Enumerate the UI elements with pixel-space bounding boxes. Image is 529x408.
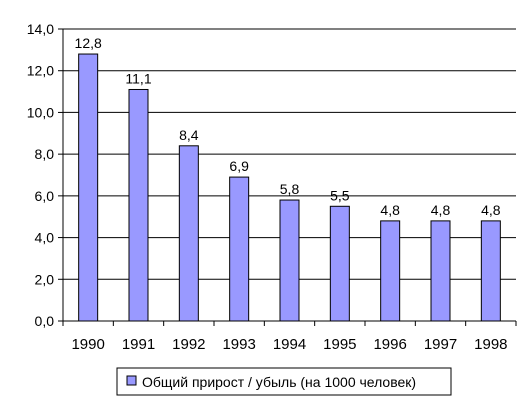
x-tick-label: 1991 [122,336,155,353]
x-tick-label: 1998 [474,336,507,353]
data-labels: 12,8 11,1 8,4 6,9 5,8 5,5 4,8 4,8 4,8 [75,35,501,218]
y-tick-label: 8,0 [35,146,55,162]
legend-box [116,367,452,396]
data-label: 4,8 [431,202,451,218]
y-tick-labels: 0,0 2,0 4,0 6,0 8,0 10,0 12,0 14,0 [27,21,54,329]
bar [78,53,99,322]
data-label: 11,1 [125,70,151,86]
legend-label: Общий прирост / убыль (на 1000 человек) [142,374,416,390]
data-label: 6,9 [229,158,249,174]
y-tick-label: 6,0 [35,188,55,204]
bars [78,53,501,322]
axes [58,28,517,326]
x-tick-label: 1993 [222,336,255,353]
bar [178,145,199,322]
bar [279,199,300,322]
legend-swatch [126,375,137,386]
data-label: 5,5 [330,187,350,203]
x-tick-labels: 1990 1991 1992 1993 1994 1995 1996 1997 1998 [71,336,507,353]
x-tick-label: 1992 [172,336,205,353]
y-tick-label: 14,0 [27,21,54,37]
x-tick-label: 1990 [71,336,104,353]
bar [329,205,350,322]
x-tick-label: 1995 [323,336,356,353]
data-label: 8,4 [179,127,199,143]
bar [480,220,501,322]
data-label: 4,8 [380,202,400,218]
legend: Общий прирост / убыль (на 1000 человек) [116,367,452,396]
y-tick-label: 4,0 [35,230,55,246]
x-tick-label: 1997 [424,336,457,353]
data-label: 5,8 [280,181,300,197]
y-tick-label: 12,0 [27,63,54,79]
bar [380,220,401,322]
bar [229,176,250,322]
y-tick-label: 2,0 [35,271,55,287]
bar [128,88,149,322]
x-tick-label: 1996 [373,336,406,353]
x-tick-label: 1994 [273,336,306,353]
data-label: 12,8 [75,35,102,51]
y-tick-label: 10,0 [27,104,54,120]
bar [430,220,451,322]
data-label: 4,8 [481,202,501,218]
y-tick-label: 0,0 [35,313,55,329]
